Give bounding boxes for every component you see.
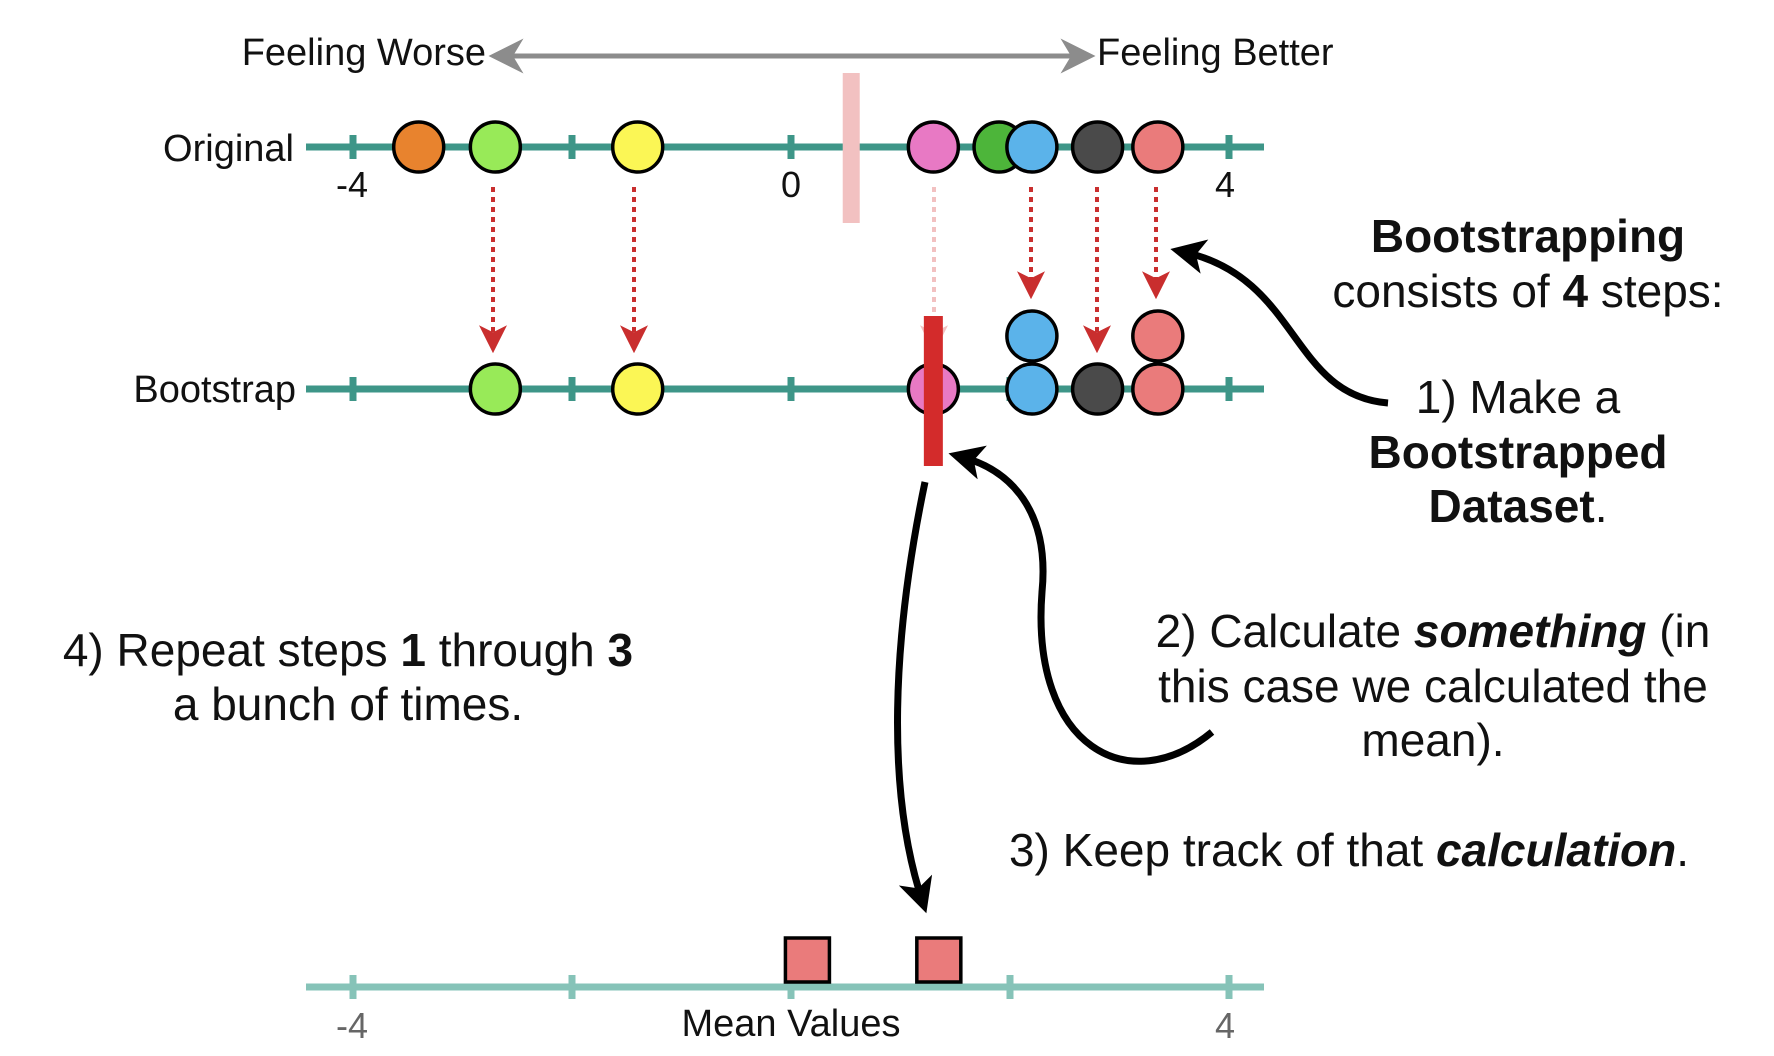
original-tick-label-0: 0 bbox=[781, 164, 801, 205]
annotation-step4-line2: a bunch of times. bbox=[173, 678, 523, 730]
bootstrap-point-0 bbox=[468, 362, 523, 416]
annotation-step1: 1) Make a Bootstrapped Dataset. bbox=[1369, 371, 1668, 532]
original-point-7 bbox=[1131, 120, 1185, 174]
curved-arrow-step1 bbox=[1170, 239, 1389, 407]
bootstrap-point-4 bbox=[1005, 309, 1059, 363]
bootstrap-axis-label: Bootstrap bbox=[133, 369, 296, 411]
annotation-step1-line3: Dataset. bbox=[1429, 480, 1608, 532]
bootstrap-axis: Bootstrap bbox=[133, 309, 1264, 466]
header: Feeling Worse Feeling Better bbox=[242, 32, 1334, 74]
annotation-step3-line1: 3) Keep track of that calculation. bbox=[1009, 824, 1689, 876]
mean-value-square-0 bbox=[783, 936, 832, 984]
annotation-step2-line3: mean). bbox=[1361, 714, 1504, 766]
annotation-title: Bootstrapping consists of 4 steps: bbox=[1332, 210, 1723, 317]
original-point-6 bbox=[1070, 120, 1125, 174]
curved-arrows bbox=[894, 239, 1389, 914]
curved-arrow-step3 bbox=[894, 481, 933, 914]
bootstrap-point-7 bbox=[1131, 309, 1185, 363]
original-point-0 bbox=[391, 120, 446, 174]
mean-tick-label-neg4: -4 bbox=[336, 1005, 368, 1046]
original-point-1 bbox=[468, 120, 523, 174]
curved-arrow-step2 bbox=[948, 445, 1215, 765]
original-tick-label-4: 4 bbox=[1215, 164, 1235, 205]
annotation-step3: 3) Keep track of that calculation. bbox=[1009, 824, 1689, 876]
original-point-2 bbox=[610, 120, 665, 174]
annotation-title-line1: Bootstrapping bbox=[1371, 210, 1685, 262]
original-axis: Original -4 0 4 bbox=[163, 73, 1264, 223]
original-point-3 bbox=[906, 120, 961, 174]
bootstrap-point-5 bbox=[1070, 362, 1125, 416]
original-points bbox=[391, 120, 1185, 174]
annotation-step2-line1: 2) Calculate something (in bbox=[1156, 605, 1711, 657]
bootstrap-point-1 bbox=[610, 362, 665, 416]
mean-tick-label-4: 4 bbox=[1215, 1005, 1235, 1046]
original-tick-label-neg4: -4 bbox=[336, 164, 368, 205]
feeling-worse-label: Feeling Worse bbox=[242, 32, 486, 74]
annotation-step2-line2: this case we calculated the bbox=[1158, 660, 1708, 712]
annotation-step4: 4) Repeat steps 1 through 3 a bunch of t… bbox=[63, 624, 633, 730]
original-mean-marker bbox=[842, 73, 860, 223]
mean-values-axis: -4 4 Mean Values bbox=[306, 936, 1264, 1046]
annotation-step1-line1: 1) Make a bbox=[1416, 371, 1621, 423]
annotation-step2: 2) Calculate something (in this case we … bbox=[1156, 605, 1711, 766]
bootstrap-mean-marker bbox=[923, 316, 943, 466]
bootstrap-points bbox=[468, 309, 1185, 416]
annotation-title-line2: consists of 4 steps: bbox=[1332, 265, 1723, 317]
annotation-step1-line2: Bootstrapped bbox=[1369, 426, 1668, 478]
mean-values-label: Mean Values bbox=[682, 1003, 901, 1045]
original-axis-label: Original bbox=[163, 128, 294, 170]
mean-value-square-1 bbox=[915, 936, 963, 984]
feeling-better-label: Feeling Better bbox=[1097, 32, 1334, 74]
sampling-arrows bbox=[479, 187, 1170, 354]
bootstrap-point-6 bbox=[1131, 362, 1185, 416]
bootstrap-point-3 bbox=[1005, 362, 1059, 416]
original-point-5 bbox=[1005, 120, 1059, 174]
annotation-step4-line1: 4) Repeat steps 1 through 3 bbox=[63, 624, 633, 676]
mean-values-points bbox=[783, 936, 963, 984]
